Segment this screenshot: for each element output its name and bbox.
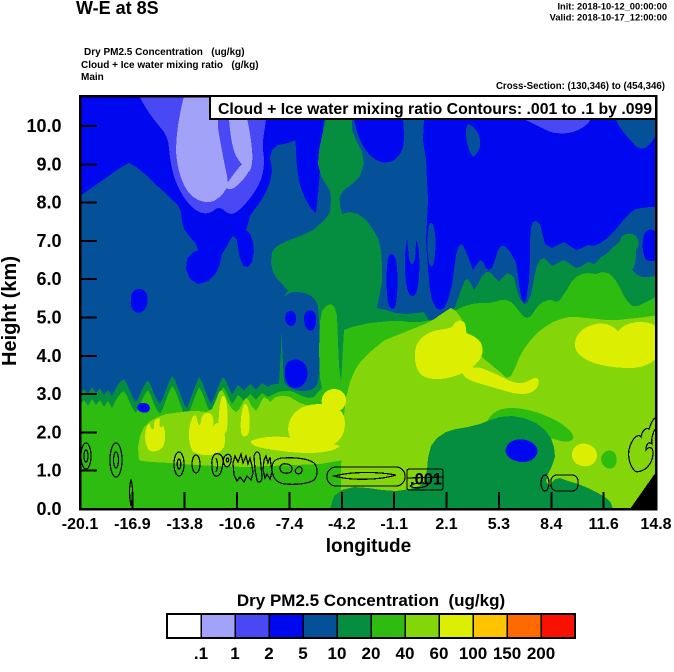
svg-text:W-E at 8S: W-E at 8S	[76, 0, 159, 18]
svg-text:40: 40	[396, 644, 415, 663]
svg-text:150: 150	[493, 644, 521, 663]
svg-text:-20.1: -20.1	[62, 516, 99, 533]
svg-text:Main: Main	[81, 72, 104, 83]
svg-text:7.0: 7.0	[36, 231, 61, 251]
svg-text:Valid: 2018-10-17_12:00:00: Valid: 2018-10-17_12:00:00	[550, 13, 667, 23]
svg-text:1.0: 1.0	[36, 461, 61, 481]
svg-text:2: 2	[264, 644, 273, 663]
svg-text:5: 5	[298, 644, 307, 663]
svg-text:.1: .1	[194, 644, 208, 663]
svg-text:5.3: 5.3	[488, 516, 510, 533]
svg-text:14.8: 14.8	[640, 516, 671, 533]
svg-text:Dry PM2.5 Concentration (ug/k: Dry PM2.5 Concentration (ug/kg)	[237, 591, 505, 610]
svg-text:-1.1: -1.1	[380, 516, 408, 533]
svg-text:5.0: 5.0	[36, 308, 61, 328]
svg-text:8.0: 8.0	[36, 193, 61, 213]
svg-text:Cloud + Ice water mixing ratio: Cloud + Ice water mixing ratio Contours:…	[218, 101, 652, 118]
svg-text:longitude: longitude	[326, 536, 411, 557]
svg-text:6.0: 6.0	[36, 269, 61, 289]
svg-text:60: 60	[430, 644, 449, 663]
svg-text:10.0: 10.0	[26, 116, 61, 136]
svg-text:9.0: 9.0	[36, 154, 61, 174]
svg-text:100: 100	[459, 644, 487, 663]
svg-text:Cross-Section: (130,346) to (4: Cross-Section: (130,346) to (454,346)	[496, 81, 665, 92]
svg-text:11.6: 11.6	[588, 516, 618, 533]
svg-text:Init: 2018-10-12_00:00:00: Init: 2018-10-12_00:00:00	[557, 2, 667, 12]
svg-text:8.4: 8.4	[540, 516, 562, 533]
svg-text:20: 20	[362, 644, 381, 663]
svg-text:1: 1	[230, 644, 239, 663]
svg-text:-13.8: -13.8	[166, 516, 203, 533]
svg-text:-16.9: -16.9	[114, 516, 151, 533]
svg-text:.001: .001	[410, 471, 442, 489]
svg-text:3.0: 3.0	[36, 384, 61, 404]
svg-text:-10.6: -10.6	[219, 516, 256, 533]
svg-text:2.0: 2.0	[36, 422, 61, 442]
svg-text:Cloud + Ice water mixing ratio: Cloud + Ice water mixing ratio (g/kg)	[81, 60, 259, 71]
svg-text:2.1: 2.1	[435, 516, 457, 533]
svg-text:Height (km): Height (km)	[0, 256, 21, 366]
svg-text:-4.2: -4.2	[328, 516, 356, 533]
svg-text:4.0: 4.0	[36, 346, 61, 366]
svg-text:200: 200	[527, 644, 555, 663]
svg-text:0.0: 0.0	[36, 499, 61, 519]
svg-text:Dry PM2.5 Concentration (ug/: Dry PM2.5 Concentration (ug/kg)	[84, 47, 245, 58]
svg-text:10: 10	[328, 644, 347, 663]
svg-text:-7.4: -7.4	[276, 516, 304, 533]
